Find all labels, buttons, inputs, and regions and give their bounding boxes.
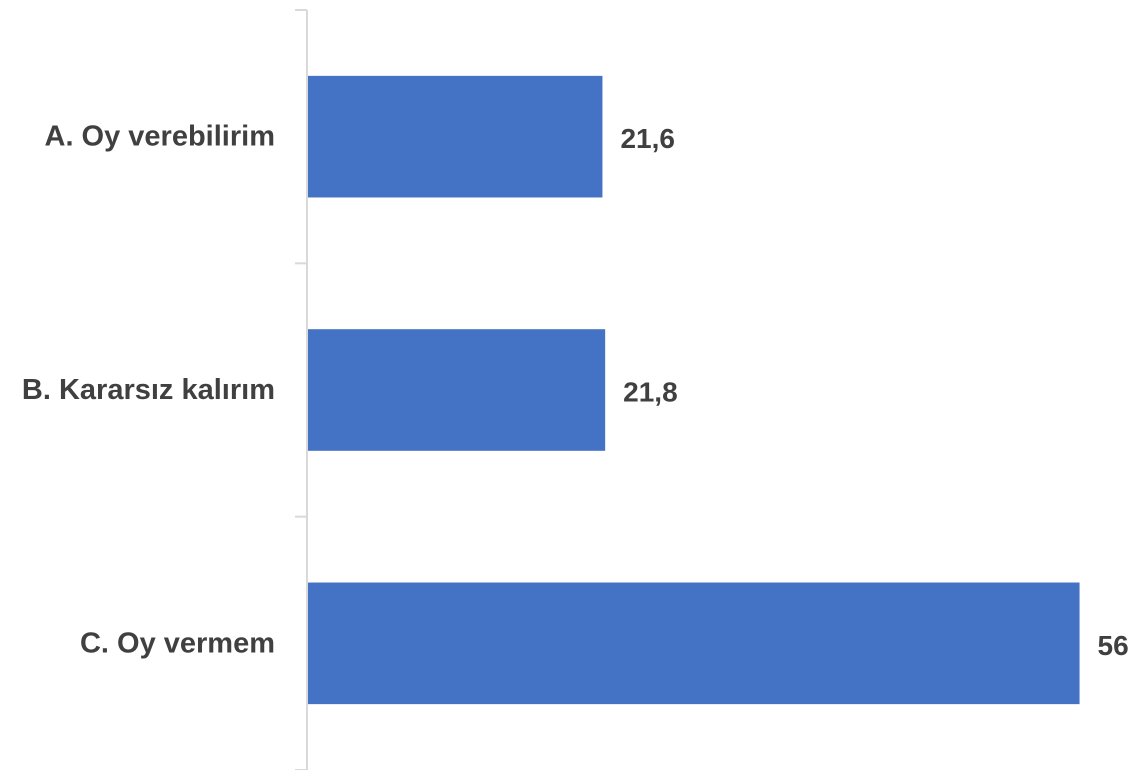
bar (308, 75, 603, 198)
bar (308, 329, 606, 451)
value-label: 21,8 (623, 377, 678, 408)
labels: A. Oy verebilirim 21,6 B. Kararsız kalırım… (22, 121, 1128, 661)
category-label: C. Oy vermem (80, 627, 275, 659)
bar (308, 582, 1080, 705)
value-label: 56,6 (1098, 630, 1128, 661)
bars (308, 75, 1080, 705)
category-label: B. Kararsız kalırım (22, 374, 275, 406)
category-label: A. Oy verebilirim (45, 121, 276, 153)
value-label: 21,6 (620, 123, 675, 154)
category-axis (295, 9, 308, 770)
